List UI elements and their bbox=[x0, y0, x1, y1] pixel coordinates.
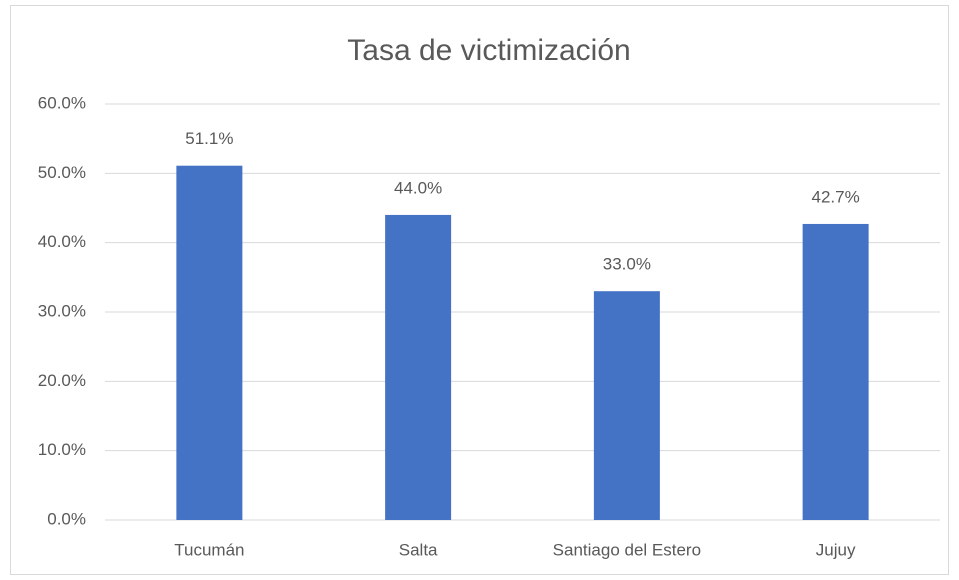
data-label: 44.0% bbox=[394, 178, 442, 197]
bar bbox=[176, 165, 243, 520]
x-tick-label: Tucumán bbox=[174, 540, 244, 559]
y-tick-label: 30.0% bbox=[38, 301, 86, 320]
x-tick-label: Salta bbox=[399, 540, 438, 559]
y-tick-label: 0.0% bbox=[47, 509, 86, 528]
data-label: 51.1% bbox=[185, 129, 233, 148]
y-tick-label: 50.0% bbox=[38, 163, 86, 182]
y-tick-label: 20.0% bbox=[38, 371, 86, 390]
bar bbox=[593, 291, 660, 520]
bar bbox=[385, 214, 452, 520]
x-tick-label: Santiago del Estero bbox=[553, 540, 701, 559]
y-tick-label: 40.0% bbox=[38, 232, 86, 251]
chart-title: Tasa de victimización bbox=[347, 34, 630, 67]
x-tick-label: Jujuy bbox=[816, 540, 856, 559]
chart-frame bbox=[10, 5, 949, 575]
data-label: 42.7% bbox=[812, 187, 860, 206]
bar bbox=[802, 223, 869, 521]
y-tick-label: 10.0% bbox=[38, 440, 86, 459]
data-label: 33.0% bbox=[603, 255, 651, 274]
y-tick-label: 60.0% bbox=[38, 93, 86, 112]
